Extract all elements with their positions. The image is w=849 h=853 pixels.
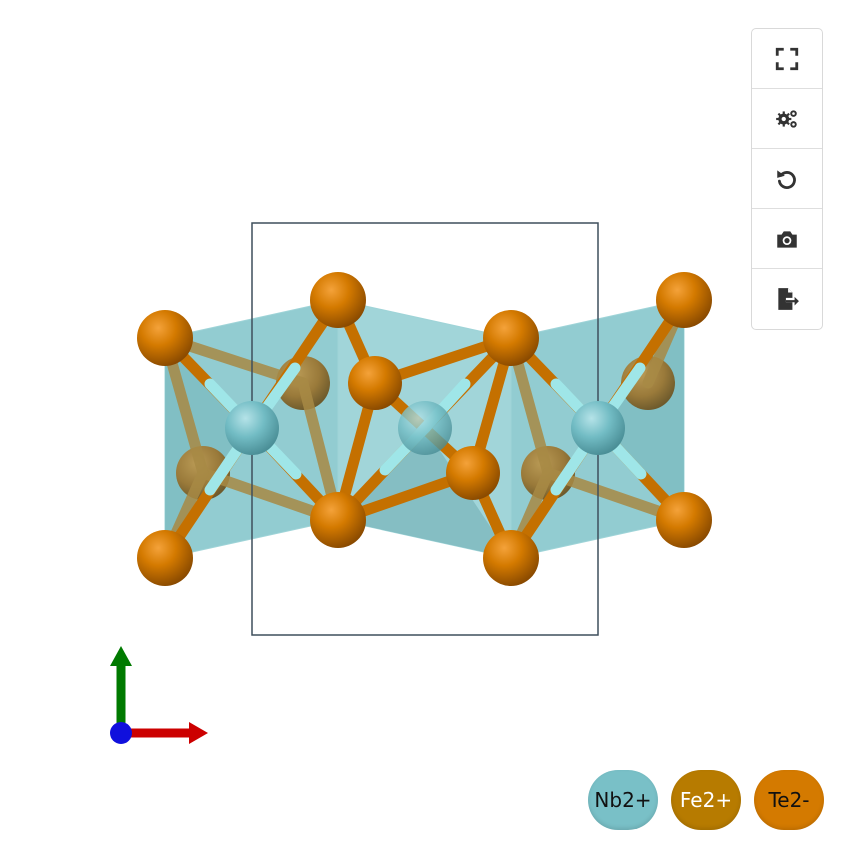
nb-atom [225, 401, 279, 455]
axis-origin-dot [110, 722, 132, 744]
viewer-toolbar [751, 28, 823, 330]
te-atom [446, 446, 500, 500]
camera-icon [777, 230, 797, 248]
te-atom [483, 310, 539, 366]
export-button[interactable] [752, 269, 822, 329]
export-file-icon [778, 288, 799, 310]
axis-x-arrowhead [189, 722, 208, 744]
screenshot-button[interactable] [752, 209, 822, 269]
te-atom [483, 530, 539, 586]
settings-gears-icon [776, 109, 797, 128]
te-atom [656, 492, 712, 548]
nb-atoms [225, 401, 625, 455]
te-atom [137, 310, 193, 366]
legend-fe-label: Fe2+ [679, 788, 733, 812]
reset-rotate-icon [777, 169, 796, 189]
legend-te[interactable]: Te2- [754, 770, 824, 830]
te-atom [348, 356, 402, 410]
legend-te-label: Te2- [768, 788, 810, 812]
te-atom [137, 530, 193, 586]
element-legend: Nb2+ Fe2+ Te2- [588, 770, 824, 830]
legend-fe[interactable]: Fe2+ [671, 770, 741, 830]
legend-nb-label: Nb2+ [594, 788, 652, 812]
fullscreen-button[interactable] [752, 29, 822, 89]
te-atom [310, 492, 366, 548]
legend-nb[interactable]: Nb2+ [588, 770, 658, 830]
te-atom [310, 272, 366, 328]
settings-button[interactable] [752, 89, 822, 149]
axis-y-arrowhead [110, 646, 132, 666]
axis-gizmo [110, 646, 208, 744]
front-atoms [137, 272, 712, 586]
te-atom [656, 272, 712, 328]
fullscreen-icon [775, 47, 799, 70]
nb-atom [571, 401, 625, 455]
nb-atom [398, 401, 452, 455]
reset-view-button[interactable] [752, 149, 822, 209]
